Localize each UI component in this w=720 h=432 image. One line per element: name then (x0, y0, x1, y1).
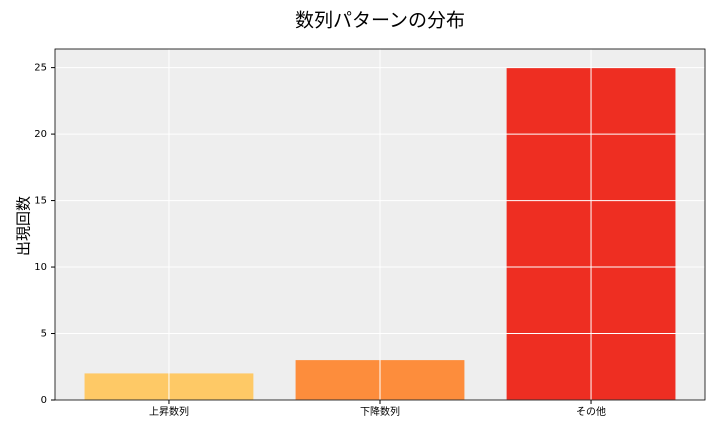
y-tick-label: 5 (41, 329, 47, 340)
x-tick-label: 上昇数列 (149, 405, 189, 418)
y-tick-label: 25 (34, 63, 47, 74)
x-tick-label: 下降数列 (360, 405, 400, 418)
x-tick-label: その他 (576, 405, 606, 418)
y-tick-label: 15 (34, 196, 47, 207)
y-axis-label: 出現回数 (15, 196, 33, 256)
chart-title: 数列パターンの分布 (295, 10, 465, 32)
y-tick-label: 0 (41, 395, 47, 406)
plot-frame (54, 48, 706, 401)
y-tick-label: 10 (34, 262, 47, 273)
y-tick-label: 20 (34, 129, 47, 140)
